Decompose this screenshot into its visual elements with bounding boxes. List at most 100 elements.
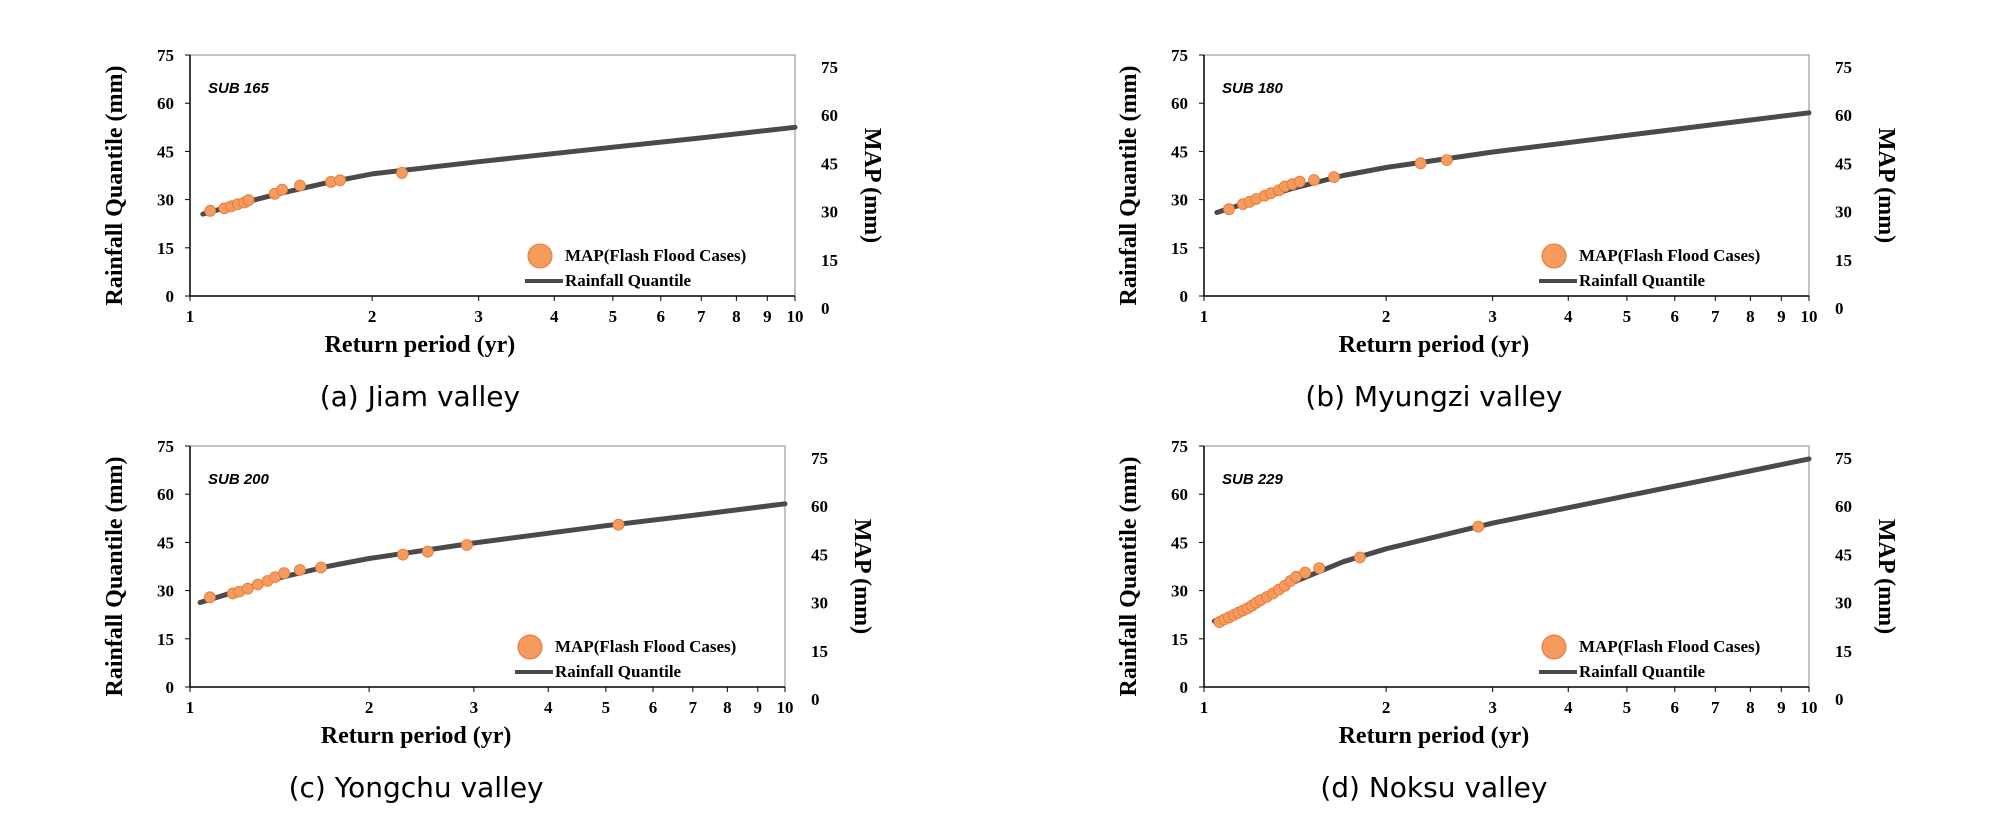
right-tick-label: 60 xyxy=(1835,497,1852,516)
x-tick-label: 10 xyxy=(777,698,794,717)
panel-3: 1 2 3 4 5 6 7 8 9 100153045607501530456075Return … xyxy=(102,437,875,804)
y-tick-label: 45 xyxy=(157,533,174,552)
legend-map-marker xyxy=(517,634,543,660)
right-tick-label: 75 xyxy=(1835,449,1852,468)
x-tick-label: 7 xyxy=(697,307,706,326)
x-tick-label: 6 xyxy=(1671,307,1680,326)
y-tick-label: 45 xyxy=(1171,533,1188,552)
y-tick-label: 0 xyxy=(166,678,175,697)
map-point xyxy=(242,194,255,207)
x-tick-label: 6 xyxy=(1671,698,1680,717)
map-point xyxy=(276,183,289,196)
x-tick-label: 6 xyxy=(657,307,666,326)
y-axis-title: Rainfall Quantile (mm) xyxy=(1116,66,1142,306)
y-tick-label: 15 xyxy=(1171,630,1188,649)
x-tick-label: 8 xyxy=(723,698,732,717)
legend-map-label: MAP(Flash Flood Cases) xyxy=(1579,637,1760,656)
x-tick-label: 9 xyxy=(1777,698,1786,717)
subbasin-label: SUB 165 xyxy=(208,80,270,97)
legend-map-marker xyxy=(527,243,553,269)
map-point xyxy=(1440,154,1453,167)
x-tick-label: 2 xyxy=(1382,698,1391,717)
x-tick-label: 9 xyxy=(754,698,763,717)
x-tick-label: 3 xyxy=(1488,698,1497,717)
right-tick-label: 75 xyxy=(821,58,838,77)
map-point xyxy=(293,564,306,576)
y-tick-label: 30 xyxy=(157,191,174,210)
y-tick-label: 45 xyxy=(157,142,174,161)
right-axis-title: MAP (mm) xyxy=(849,519,875,634)
right-tick-label: 15 xyxy=(811,642,828,661)
panel-caption: (a) Jiam valley xyxy=(320,380,520,413)
x-tick-label: 10 xyxy=(1801,698,1818,717)
panel-2: 1 2 3 4 5 6 7 8 9 100153045607501530456075Return … xyxy=(1116,46,1899,413)
y-tick-label: 15 xyxy=(1171,239,1188,258)
map-point xyxy=(1313,562,1326,574)
x-tick-label: 7 xyxy=(689,698,698,717)
right-tick-label: 30 xyxy=(1835,203,1852,222)
x-axis-title: Return period (yr) xyxy=(1339,723,1530,749)
y-tick-label: 0 xyxy=(166,287,175,306)
y-tick-label: 75 xyxy=(157,46,174,65)
y-tick-label: 60 xyxy=(157,94,174,113)
map-point xyxy=(278,567,291,580)
x-tick-label: 5 xyxy=(602,698,611,717)
x-tick-label: 1 xyxy=(1200,307,1209,326)
y-tick-label: 15 xyxy=(157,630,174,649)
legend-quantile-label: Rainfall Quantile xyxy=(1579,662,1706,681)
y-tick-label: 75 xyxy=(1171,46,1188,65)
y-tick-label: 0 xyxy=(1180,287,1189,306)
panel-caption: (b) Myungzi valley xyxy=(1305,380,1562,413)
map-point xyxy=(421,545,434,558)
x-tick-label: 5 xyxy=(609,307,618,326)
x-tick-label: 1 xyxy=(1200,698,1209,717)
panel-4: 1 2 3 4 5 6 7 8 9 100153045607501530456075Return … xyxy=(1116,437,1899,804)
map-point xyxy=(1293,175,1306,188)
panel-caption: (d) Noksu valley xyxy=(1320,771,1547,804)
right-tick-label: 15 xyxy=(821,251,838,270)
x-tick-label: 3 xyxy=(1488,307,1497,326)
x-tick-label: 8 xyxy=(1746,698,1755,717)
map-point xyxy=(294,179,306,192)
x-tick-label: 7 xyxy=(1711,698,1720,717)
y-tick-label: 0 xyxy=(1180,678,1189,697)
rainfall-quantile-line xyxy=(200,124,798,217)
right-tick-label: 30 xyxy=(821,203,838,222)
right-tick-label: 0 xyxy=(821,299,830,318)
x-tick-label: 9 xyxy=(763,307,772,326)
map-point xyxy=(395,166,408,179)
x-axis-title: Return period (yr) xyxy=(321,723,512,749)
map-point xyxy=(204,204,217,217)
legend-quantile-label: Rainfall Quantile xyxy=(555,662,682,681)
right-tick-label: 75 xyxy=(1835,58,1852,77)
right-tick-label: 45 xyxy=(811,545,828,564)
legend-map-marker xyxy=(1541,634,1567,660)
map-point xyxy=(397,548,409,561)
x-tick-label: 4 xyxy=(1564,698,1573,717)
x-tick-label: 2 xyxy=(368,307,377,326)
y-axis-title: Rainfall Quantile (mm) xyxy=(102,66,128,306)
map-point xyxy=(1328,171,1340,184)
x-tick-label: 2 xyxy=(1382,307,1391,326)
legend-map-label: MAP(Flash Flood Cases) xyxy=(565,246,746,265)
map-point xyxy=(1223,203,1235,216)
x-tick-label: 5 xyxy=(1623,698,1632,717)
x-tick-label: 6 xyxy=(649,698,658,717)
x-axis-title: Return period (yr) xyxy=(325,332,516,358)
x-tick-label: 2 xyxy=(365,698,374,717)
x-tick-label: 1 xyxy=(186,307,195,326)
y-axis-title: Rainfall Quantile (mm) xyxy=(102,457,128,697)
x-tick-label: 7 xyxy=(1711,307,1720,326)
x-tick-label: 4 xyxy=(544,698,553,717)
right-tick-label: 75 xyxy=(811,449,828,468)
rainfall-quantile-line xyxy=(1211,456,1812,624)
right-tick-label: 45 xyxy=(1835,545,1852,564)
x-tick-label: 4 xyxy=(550,307,559,326)
subbasin-label: SUB 180 xyxy=(1222,80,1284,97)
right-tick-label: 15 xyxy=(1835,251,1852,270)
map-point xyxy=(1308,174,1320,186)
legend-map-marker xyxy=(1541,243,1567,269)
rainfall-quantile-line xyxy=(1214,110,1812,215)
right-axis-title: MAP (mm) xyxy=(1873,128,1899,243)
